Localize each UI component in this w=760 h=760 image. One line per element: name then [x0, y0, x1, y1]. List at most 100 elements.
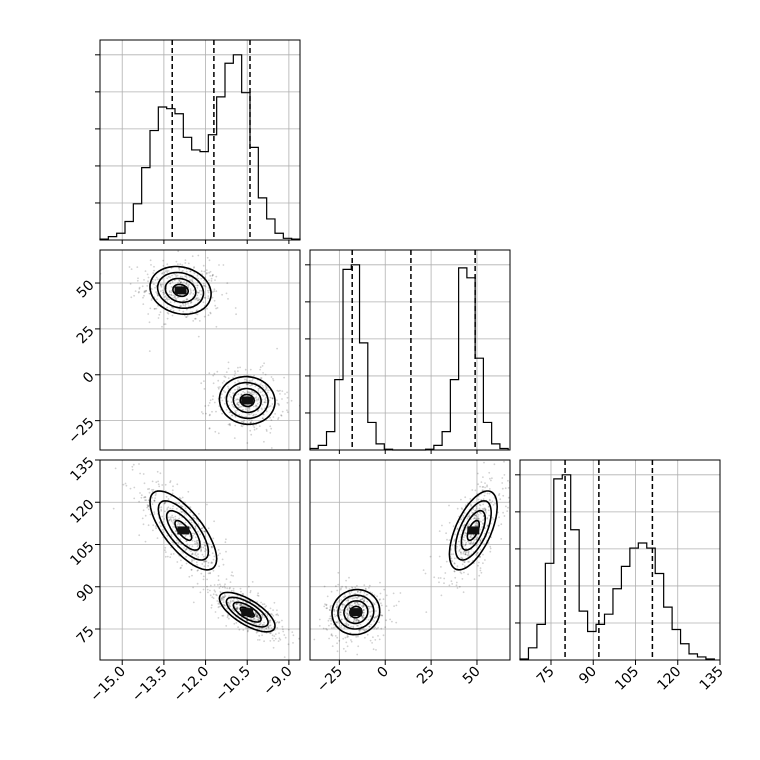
sample-point	[465, 504, 467, 506]
sample-point	[271, 397, 274, 400]
sample-point	[507, 506, 509, 509]
sample-point	[465, 553, 467, 556]
sample-point	[362, 611, 365, 614]
sample-point	[265, 430, 268, 432]
sample-point	[261, 384, 264, 387]
sample-point	[176, 507, 178, 510]
sample-point	[237, 366, 239, 369]
sample-point	[143, 279, 145, 281]
sample-point	[210, 604, 213, 607]
sample-point	[274, 413, 276, 415]
sample-point	[206, 256, 209, 259]
sample-point	[213, 290, 216, 292]
sample-point	[153, 513, 156, 515]
sample-point	[195, 554, 198, 557]
sample-point	[181, 496, 184, 499]
sample-point	[356, 618, 359, 621]
sample-point	[348, 576, 350, 579]
sample-point	[178, 309, 181, 312]
sample-point	[222, 595, 224, 598]
sample-point	[196, 294, 199, 297]
sample-point	[467, 561, 469, 563]
sample-point	[209, 413, 211, 416]
sample-point	[271, 634, 274, 637]
sample-point	[255, 398, 258, 401]
sample-point	[168, 291, 171, 293]
contour-level	[232, 387, 262, 414]
sample-point	[184, 507, 187, 510]
sample-point	[366, 633, 369, 636]
sample-point	[363, 600, 365, 603]
sample-point	[482, 519, 484, 522]
sample-point	[257, 619, 260, 621]
sample-point	[190, 521, 193, 524]
sample-point	[378, 638, 381, 641]
sample-point	[240, 603, 243, 606]
sample-point	[476, 536, 479, 539]
sample-point	[347, 615, 349, 618]
sample-point	[156, 537, 159, 539]
sample-point	[476, 551, 479, 554]
sample-point	[283, 656, 286, 658]
sample-point	[346, 608, 349, 611]
contour-level	[232, 601, 262, 623]
sample-point	[301, 381, 303, 383]
sample-point	[155, 307, 158, 310]
sample-point	[236, 606, 239, 609]
sample-point	[356, 590, 359, 593]
sample-point	[255, 612, 257, 615]
sample-point	[498, 516, 500, 519]
sample-point	[251, 419, 253, 422]
sample-point	[284, 393, 286, 395]
sample-point	[494, 502, 496, 505]
sample-point	[210, 277, 213, 280]
sample-point	[202, 588, 205, 591]
sample-point	[252, 405, 255, 408]
sample-point	[243, 419, 246, 422]
sample-point	[241, 420, 243, 423]
sample-point	[249, 392, 251, 394]
sample-point	[473, 514, 476, 517]
sample-point	[175, 260, 178, 263]
sample-point	[486, 524, 489, 527]
sample-point	[184, 534, 187, 537]
sample-point	[188, 519, 191, 521]
sample-point	[171, 514, 174, 517]
sample-point	[199, 591, 202, 594]
sample-point	[174, 515, 177, 518]
sample-point	[206, 578, 209, 581]
sample-point	[269, 632, 272, 635]
sample-point	[253, 413, 255, 416]
sample-point	[464, 543, 467, 546]
sample-point	[324, 603, 326, 605]
sample-point	[329, 605, 332, 608]
sample-point	[212, 593, 215, 596]
sample-point	[247, 383, 249, 386]
sample-point	[467, 551, 470, 554]
sample-point	[228, 587, 231, 590]
sample-point	[488, 514, 490, 517]
sample-point	[211, 562, 214, 564]
sample-point	[357, 645, 360, 648]
sample-point	[328, 617, 331, 620]
sample-point	[256, 594, 259, 597]
sample-point	[361, 598, 364, 600]
sample-point	[467, 555, 470, 557]
sample-point	[172, 307, 175, 309]
sample-point	[499, 498, 502, 501]
sample-point	[482, 523, 484, 525]
sample-point	[336, 621, 339, 624]
sample-point	[266, 391, 269, 394]
sample-point	[283, 376, 285, 379]
sample-point	[140, 496, 143, 499]
sample-point	[347, 607, 349, 610]
sample-point	[325, 607, 328, 610]
sample-point	[220, 599, 223, 602]
sample-point	[170, 553, 173, 556]
sample-point	[145, 289, 148, 292]
sample-point	[384, 626, 387, 629]
sample-point	[216, 594, 218, 597]
sample-point	[243, 605, 246, 607]
sample-point	[217, 554, 220, 556]
sample-point	[355, 621, 357, 623]
